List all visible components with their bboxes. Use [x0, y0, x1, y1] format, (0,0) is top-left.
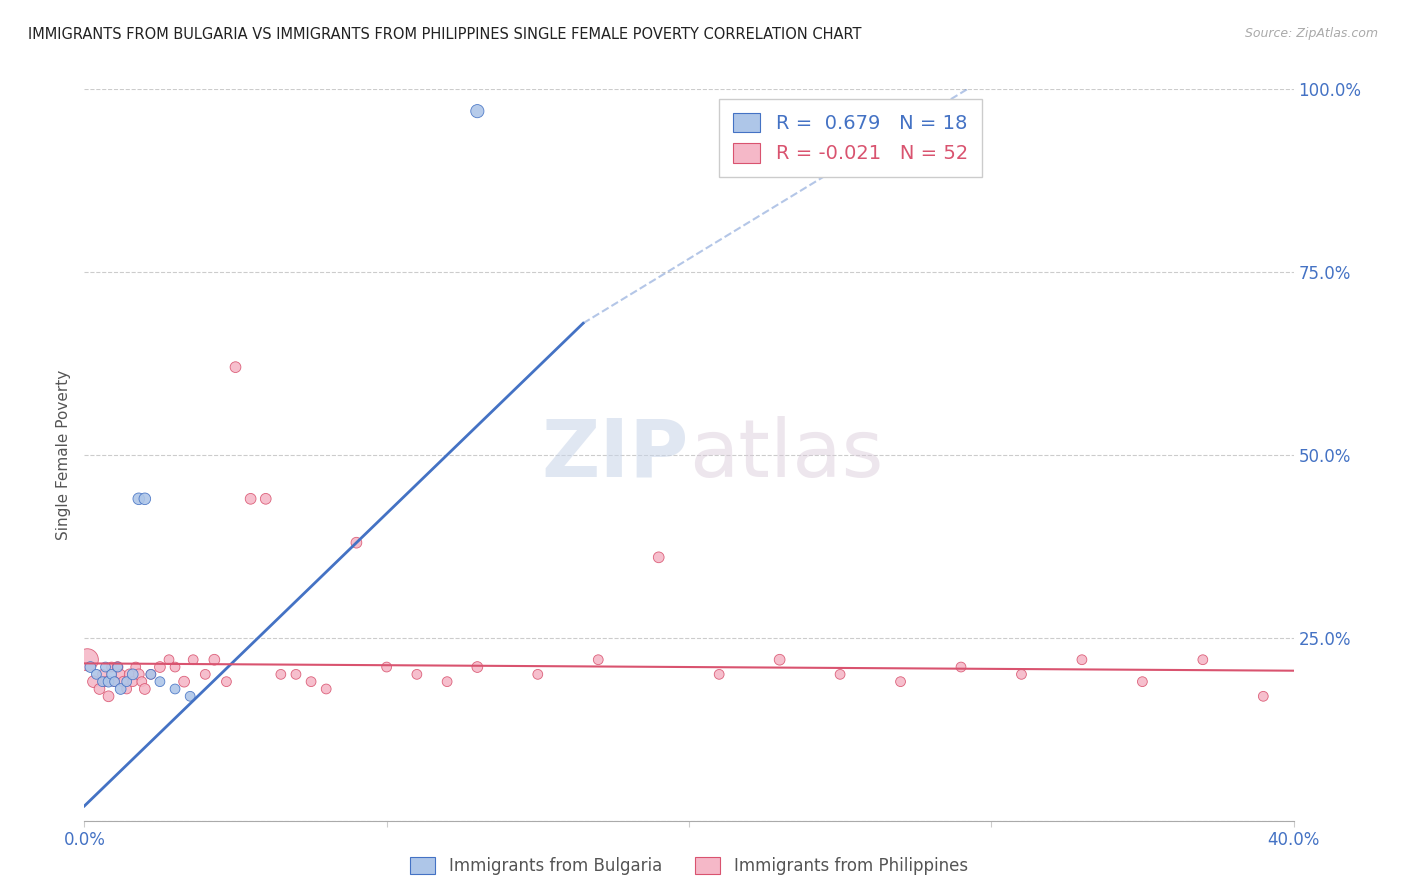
Text: Source: ZipAtlas.com: Source: ZipAtlas.com — [1244, 27, 1378, 40]
Point — [149, 660, 172, 674]
Point — [97, 690, 120, 704]
Point — [115, 674, 138, 689]
Point — [121, 674, 143, 689]
Point — [254, 491, 277, 506]
Point — [315, 681, 337, 696]
Point — [104, 674, 127, 689]
Point — [149, 674, 172, 689]
Text: ZIP: ZIP — [541, 416, 689, 494]
Point — [165, 681, 187, 696]
Point — [239, 491, 262, 506]
Point — [1130, 674, 1153, 689]
Point — [79, 660, 101, 674]
Text: IMMIGRANTS FROM BULGARIA VS IMMIGRANTS FROM PHILIPPINES SINGLE FEMALE POVERTY CO: IMMIGRANTS FROM BULGARIA VS IMMIGRANTS F… — [28, 27, 862, 42]
Point — [107, 660, 129, 674]
Point — [125, 660, 148, 674]
Y-axis label: Single Female Poverty: Single Female Poverty — [56, 370, 72, 540]
Point — [97, 674, 120, 689]
Point — [588, 653, 610, 667]
Point — [82, 674, 104, 689]
Point — [100, 667, 122, 681]
Legend: Immigrants from Bulgaria, Immigrants from Philippines: Immigrants from Bulgaria, Immigrants fro… — [401, 847, 977, 886]
Point — [94, 660, 117, 674]
Point — [270, 667, 292, 681]
Point — [769, 653, 792, 667]
Point — [527, 667, 550, 681]
Point — [139, 667, 162, 681]
Point — [165, 660, 187, 674]
Point — [179, 690, 201, 704]
Point — [110, 667, 132, 681]
Point — [107, 660, 129, 674]
Point — [1011, 667, 1033, 681]
Point — [950, 660, 973, 674]
Point — [131, 674, 153, 689]
Point — [91, 667, 114, 681]
Point — [173, 674, 195, 689]
Point — [890, 674, 912, 689]
Point — [215, 674, 238, 689]
Point — [91, 674, 114, 689]
Point — [134, 491, 156, 506]
Point — [89, 681, 111, 696]
Point — [225, 360, 247, 375]
Point — [346, 535, 368, 549]
Point — [467, 660, 489, 674]
Point — [299, 674, 322, 689]
Point — [112, 674, 135, 689]
Point — [128, 491, 150, 506]
Point — [648, 550, 671, 565]
Point — [202, 653, 225, 667]
Point — [467, 104, 489, 119]
Point — [121, 667, 143, 681]
Point — [830, 667, 852, 681]
Point — [375, 660, 398, 674]
Point — [134, 681, 156, 696]
Point — [709, 667, 731, 681]
Point — [86, 667, 108, 681]
Point — [181, 653, 204, 667]
Point — [436, 674, 458, 689]
Point — [100, 660, 122, 674]
Point — [94, 674, 117, 689]
Point — [115, 681, 138, 696]
Point — [157, 653, 180, 667]
Point — [139, 667, 162, 681]
Point — [118, 667, 141, 681]
Point — [1192, 653, 1215, 667]
Point — [194, 667, 217, 681]
Point — [285, 667, 308, 681]
Point — [406, 667, 429, 681]
Text: atlas: atlas — [689, 416, 883, 494]
Point — [104, 674, 127, 689]
Point — [76, 653, 98, 667]
Point — [128, 667, 150, 681]
Point — [110, 681, 132, 696]
Point — [1071, 653, 1094, 667]
Point — [1253, 690, 1275, 704]
